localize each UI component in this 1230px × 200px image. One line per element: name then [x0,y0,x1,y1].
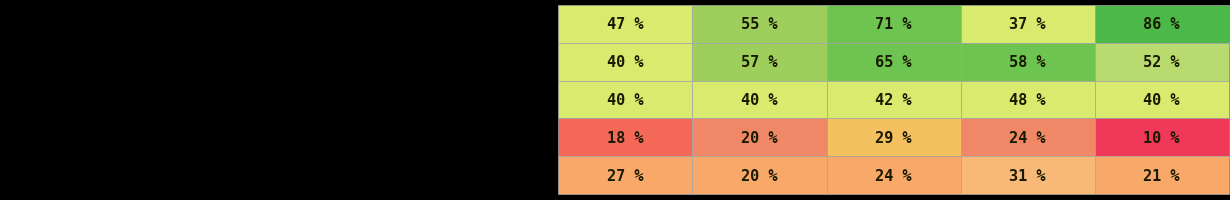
Text: 29 %: 29 % [876,130,911,145]
Text: 37 %: 37 % [1010,17,1046,32]
FancyBboxPatch shape [961,44,1095,81]
Text: 24 %: 24 % [876,168,911,183]
FancyBboxPatch shape [827,156,961,194]
Text: 18 %: 18 % [608,130,643,145]
Text: 71 %: 71 % [876,17,911,32]
Text: 40 %: 40 % [742,93,777,107]
FancyBboxPatch shape [827,6,961,44]
FancyBboxPatch shape [558,44,692,81]
Text: 21 %: 21 % [1144,168,1180,183]
FancyBboxPatch shape [1095,156,1229,194]
FancyBboxPatch shape [1095,44,1229,81]
Text: 27 %: 27 % [608,168,643,183]
FancyBboxPatch shape [827,119,961,156]
Text: 52 %: 52 % [1144,55,1180,70]
FancyBboxPatch shape [692,44,827,81]
Text: 57 %: 57 % [742,55,777,70]
Text: 42 %: 42 % [876,93,911,107]
Text: 55 %: 55 % [742,17,777,32]
Text: 65 %: 65 % [876,55,911,70]
Text: 20 %: 20 % [742,168,777,183]
FancyBboxPatch shape [692,156,827,194]
FancyBboxPatch shape [827,81,961,119]
Text: 24 %: 24 % [1010,130,1046,145]
FancyBboxPatch shape [961,6,1095,44]
Text: 40 %: 40 % [608,93,643,107]
FancyBboxPatch shape [558,119,692,156]
Text: 86 %: 86 % [1144,17,1180,32]
Text: 20 %: 20 % [742,130,777,145]
Text: 47 %: 47 % [608,17,643,32]
FancyBboxPatch shape [961,119,1095,156]
Text: 40 %: 40 % [608,55,643,70]
FancyBboxPatch shape [827,44,961,81]
FancyBboxPatch shape [1095,6,1229,44]
FancyBboxPatch shape [961,81,1095,119]
Text: 31 %: 31 % [1010,168,1046,183]
FancyBboxPatch shape [1095,119,1229,156]
FancyBboxPatch shape [692,119,827,156]
FancyBboxPatch shape [1095,81,1229,119]
FancyBboxPatch shape [692,6,827,44]
FancyBboxPatch shape [558,156,692,194]
FancyBboxPatch shape [558,6,692,44]
Text: 58 %: 58 % [1010,55,1046,70]
Text: 10 %: 10 % [1144,130,1180,145]
Text: 48 %: 48 % [1010,93,1046,107]
FancyBboxPatch shape [961,156,1095,194]
FancyBboxPatch shape [692,81,827,119]
Text: 40 %: 40 % [1144,93,1180,107]
FancyBboxPatch shape [558,81,692,119]
